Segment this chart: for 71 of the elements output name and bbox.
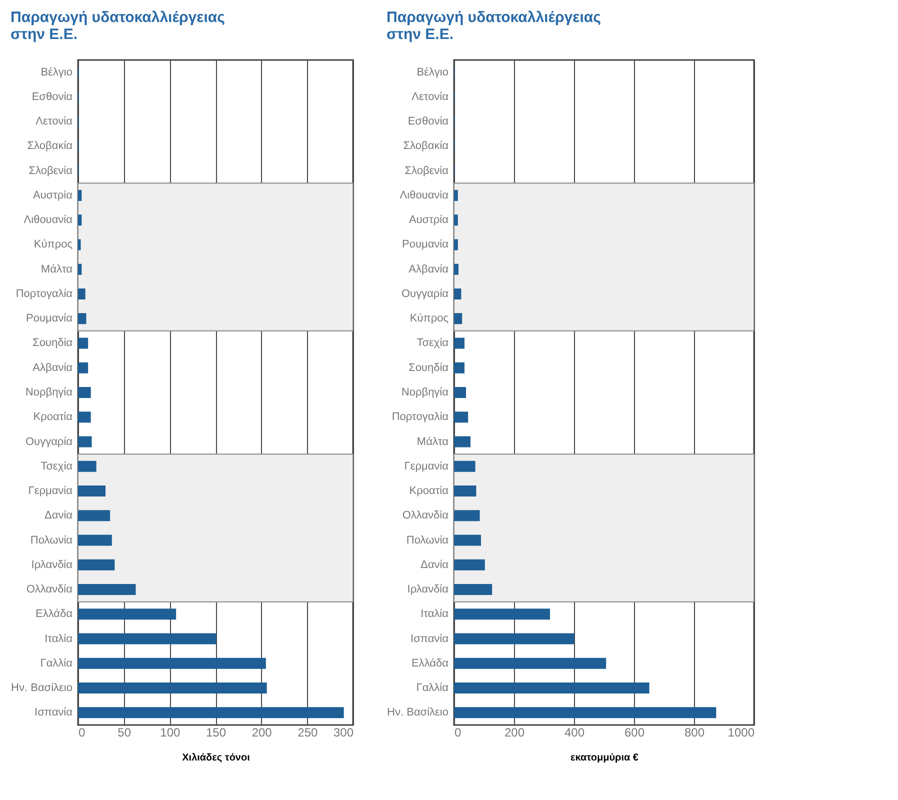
- chart-title: Παραγωγή υδατοκαλλιέργειας στην Ε.Ε.: [10, 9, 226, 43]
- x-tick-label: 200: [504, 726, 525, 740]
- y-tick-label: Νορβηγία: [401, 386, 450, 398]
- y-tick-label: Ην. Βασίλειο: [11, 682, 72, 694]
- y-tick-label: Δανία: [44, 510, 74, 522]
- y-tick-label: Λιθουανία: [400, 189, 450, 202]
- y-tick-label: Ολλανδία: [402, 510, 450, 522]
- y-tick-label: Νορβηγία: [25, 386, 74, 398]
- y-tick-label: Αυστρία: [32, 189, 74, 202]
- x-tick-label: 600: [624, 726, 645, 740]
- y-tick-label: Γερμανία: [28, 485, 74, 498]
- x-tick-label: 300: [333, 726, 354, 740]
- y-tick-label: Κροατία: [33, 411, 74, 424]
- y-tick-label: Ιρλανδία: [31, 558, 74, 571]
- y-tick-label: Σουηδία: [408, 362, 450, 374]
- y-tick-label: Κύπρος: [34, 238, 72, 251]
- x-axis-title: Χιλιάδες τόνοι: [182, 752, 250, 764]
- y-tick-label: Κύπρος: [410, 312, 448, 325]
- y-tick-label: Πορτογαλία: [16, 288, 74, 300]
- y-tick-label: Λετονία: [36, 116, 74, 128]
- y-tick-label: Γαλλία: [416, 682, 450, 694]
- y-tick-label: Τσεχία: [416, 337, 450, 350]
- y-tick-label: Ιταλία: [420, 608, 450, 620]
- y-tick-label: Γερμανία: [404, 460, 450, 472]
- y-tick-label: Ελλάδα: [35, 608, 74, 620]
- y-tick-label: Εσθονία: [408, 116, 450, 128]
- x-tick-label: 150: [206, 726, 226, 740]
- x-tick-label: 0: [78, 726, 86, 740]
- y-tick-label: Ουγγαρία: [402, 288, 450, 300]
- y-tick-label: Αλβανία: [408, 263, 450, 276]
- y-tick-label: Ολλανδία: [26, 584, 74, 596]
- x-tick-label: 800: [684, 726, 705, 740]
- y-tick-label: Λετονία: [412, 90, 450, 103]
- y-tick-label: Βέλγιο: [416, 66, 448, 78]
- y-tick-label: Εσθονία: [32, 90, 74, 103]
- y-tick-label: Σουηδία: [32, 337, 74, 350]
- y-tick-label: Αυστρία: [408, 214, 450, 226]
- x-tick-label: 1000: [728, 726, 755, 740]
- y-tick-label: Πολωνία: [406, 534, 450, 546]
- y-tick-label: Κροατία: [409, 485, 450, 498]
- y-tick-label: Ισπανία: [410, 632, 450, 645]
- x-tick-label: 250: [298, 726, 318, 740]
- y-tick-label: Τσεχία: [40, 460, 74, 472]
- y-tick-label: Πορτογαλία: [392, 411, 450, 424]
- y-tick-label: Σλοβενία: [404, 164, 450, 177]
- x-tick-label: 0: [454, 726, 462, 740]
- y-tick-label: Λιθουανία: [24, 214, 74, 226]
- y-tick-label: Πολωνία: [30, 534, 74, 546]
- y-tick-label: Ρουμανία: [26, 312, 74, 325]
- y-tick-label: Ην. Βασίλειο: [387, 706, 448, 719]
- y-tick-label: Σλοβακία: [27, 140, 74, 152]
- x-tick-label: 200: [252, 726, 272, 740]
- y-tick-label: Μάλτα: [40, 263, 74, 276]
- x-axis-title: εκατομμύρια €: [570, 752, 639, 764]
- y-tick-label: Σλοβακία: [403, 140, 450, 152]
- y-tick-label: Γαλλία: [40, 657, 74, 670]
- y-tick-label: Ελλάδα: [411, 657, 450, 670]
- y-tick-label: Ουγγαρία: [26, 436, 74, 448]
- y-tick-label: Ιρλανδία: [407, 584, 450, 596]
- y-tick-label: Ιταλία: [44, 632, 74, 645]
- y-tick-label: Μάλτα: [416, 436, 450, 448]
- y-tick-label: Σλοβενία: [28, 164, 74, 177]
- x-tick-label: 400: [564, 726, 585, 740]
- y-tick-label: Δανία: [420, 558, 450, 571]
- y-tick-label: Ρουμανία: [402, 238, 450, 251]
- x-tick-label: 100: [160, 726, 180, 740]
- y-tick-label: Ισπανία: [34, 706, 74, 719]
- x-tick-label: 50: [118, 726, 132, 740]
- y-tick-label: Βέλγιο: [40, 66, 72, 78]
- chart-title: Παραγωγή υδατοκαλλιέργειας στην Ε.Ε.: [386, 9, 602, 43]
- y-tick-label: Αλβανία: [32, 362, 74, 374]
